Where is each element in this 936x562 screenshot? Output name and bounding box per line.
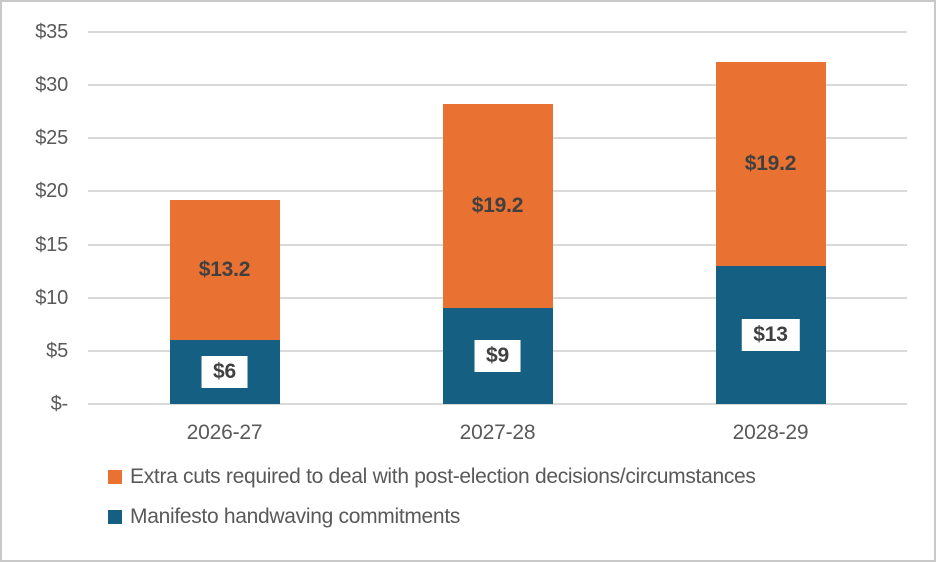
category-label: 2026-27 (186, 421, 263, 444)
data-label: $13.2 (198, 258, 251, 282)
legend-swatch-icon (108, 510, 122, 524)
y-tick-label: $15 (35, 233, 68, 256)
legend-row: Extra cuts required to deal with post-el… (108, 465, 756, 489)
legend-label: Extra cuts required to deal with post-el… (130, 465, 756, 488)
category-label: 2027-28 (459, 421, 536, 444)
bar-segment-2027-28-series-1 (442, 104, 553, 309)
y-tick-label: $- (50, 393, 69, 415)
y-tick-label: $35 (35, 21, 68, 43)
y-tick-label: $20 (35, 180, 68, 203)
legend-swatch-icon (108, 470, 122, 484)
legend-label: Manifesto handwaving commitments (130, 505, 461, 528)
gridline-30 (88, 84, 907, 87)
category-label: 2028-29 (732, 421, 809, 444)
y-tick-label: $30 (35, 74, 68, 97)
plot-area: $6 $13.2 $9 $19.2 $13 $19.2 (88, 31, 907, 405)
data-label: $6 (201, 356, 248, 389)
legend-row: Manifesto handwaving commitments (108, 505, 756, 529)
y-tick-label: $10 (35, 286, 68, 309)
y-tick-label: $25 (35, 127, 68, 150)
gridline-35 (88, 31, 907, 33)
data-label: $19.2 (744, 151, 797, 175)
bar-segment-2026-27-series-1 (169, 199, 280, 341)
data-label: $13 (741, 318, 800, 351)
bar-segment-2028-29-series-1 (715, 61, 826, 266)
data-label: $19.2 (471, 194, 524, 218)
gridline-0 (88, 403, 907, 405)
y-tick-label: $5 (46, 339, 68, 362)
data-label: $9 (474, 340, 521, 373)
legend: Extra cuts required to deal with post-el… (108, 465, 756, 529)
